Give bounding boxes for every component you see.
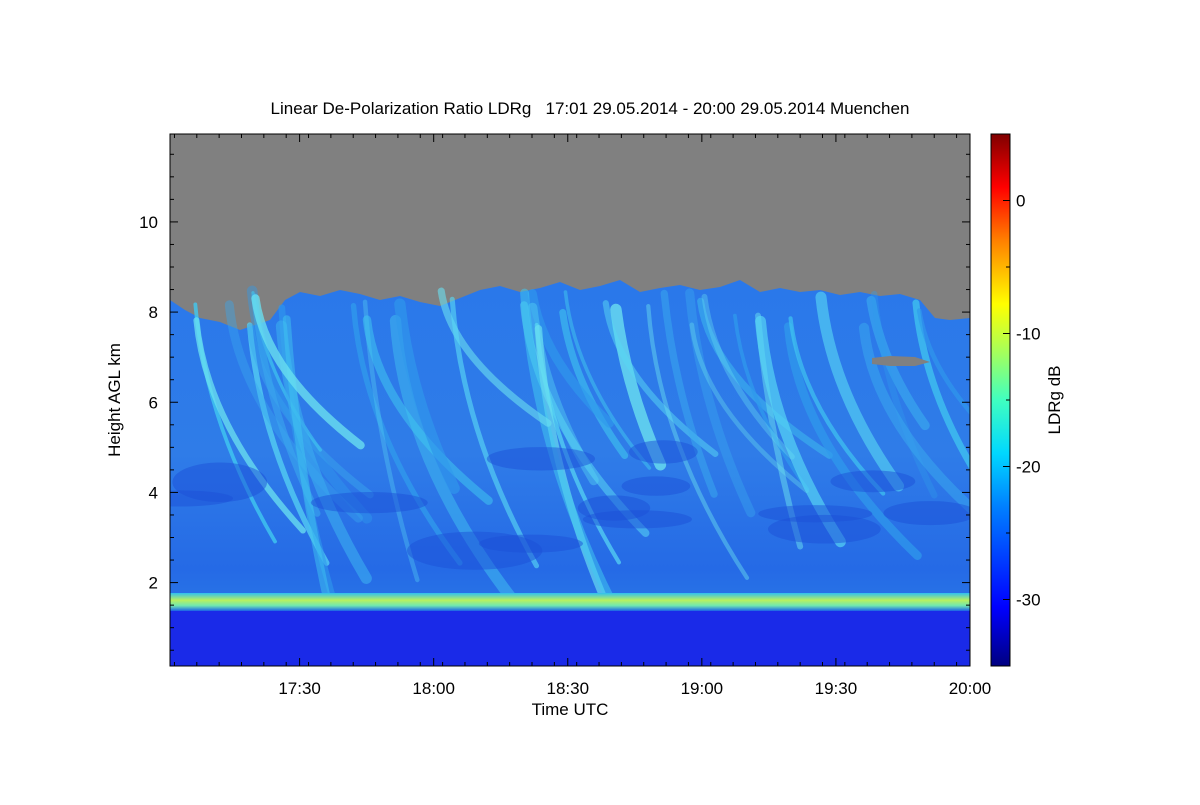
fallstreak	[362, 315, 493, 505]
fallstreak	[350, 303, 463, 566]
dark-patch	[830, 470, 916, 493]
y-tick-label: 6	[149, 393, 158, 412]
fallstreak	[527, 289, 614, 428]
fallstreak	[224, 300, 363, 523]
y-axis-label: Height AGL km	[105, 343, 124, 457]
fallstreak	[870, 290, 938, 499]
cloud-gap	[872, 356, 930, 366]
y-tick-label: 2	[149, 574, 158, 593]
x-axis: 17:30 18:00 18:30 19:00 19:30 20:00	[173, 134, 992, 698]
y-tick-label: 10	[139, 213, 158, 232]
fallstreak	[282, 315, 334, 614]
x-axis-label: Time UTC	[532, 700, 609, 719]
x-tick-label: 18:30	[546, 679, 589, 698]
dark-patch	[582, 510, 692, 529]
colorbar-tick-label: -30	[1016, 591, 1041, 610]
fallstreak	[701, 293, 795, 460]
fallstreak	[394, 298, 460, 494]
dark-patch	[621, 476, 691, 496]
boundary-layer-band	[170, 593, 970, 611]
fallstreak	[275, 320, 372, 584]
fallstreak	[389, 314, 529, 619]
fallstreak	[916, 308, 970, 416]
dark-patch	[758, 505, 873, 523]
dark-patch	[628, 440, 698, 464]
fallstreak	[733, 313, 810, 492]
fallstreak	[246, 323, 374, 499]
fallstreak	[815, 291, 905, 492]
dark-patch	[883, 501, 970, 526]
fallstreak	[437, 287, 552, 427]
fallstreak	[858, 322, 970, 515]
plot-area	[170, 134, 970, 666]
dark-patch	[486, 447, 596, 471]
colorbar-label: LDRg dB	[1045, 366, 1064, 435]
fallstreak	[685, 288, 756, 518]
fallstreak	[912, 299, 970, 471]
plot-frame	[169, 133, 971, 667]
fallstreak	[251, 294, 365, 450]
dark-patch	[767, 514, 881, 544]
fallstreak	[660, 289, 718, 498]
chart-title: Linear De-Polarization Ratio LDRg 17:01 …	[271, 99, 910, 118]
low-ldr-layer	[170, 610, 970, 666]
x-tick-label: 17:30	[278, 679, 321, 698]
colorbar-axis: 0 -10 -20 -30	[1003, 133, 1041, 667]
y-axis: 2 4 6 8 10	[139, 153, 970, 651]
dark-patch	[310, 492, 428, 514]
x-tick-label: 20:00	[949, 679, 992, 698]
x-tick-label: 19:00	[681, 679, 724, 698]
fallstreak	[697, 297, 833, 459]
dark-patch	[170, 490, 234, 507]
fallstreak	[193, 317, 306, 534]
fallstreak	[449, 296, 540, 569]
fallstreak	[563, 290, 652, 470]
y-tick-label: 8	[149, 303, 158, 322]
fallstreak	[246, 322, 330, 566]
fallstreak	[559, 308, 629, 460]
x-tick-label: 18:00	[412, 679, 455, 698]
fallstreak	[783, 322, 922, 560]
colorbar-tick-label: -20	[1016, 458, 1041, 477]
cirrus-fallstreaks	[170, 285, 970, 630]
dark-patch	[478, 534, 583, 553]
colorbar-tick-label: 0	[1016, 192, 1025, 211]
colorbar-tick-label: -10	[1016, 325, 1041, 344]
x-tick-label: 19:30	[815, 679, 858, 698]
y-tick-label: 4	[149, 483, 158, 502]
fallstreak	[689, 322, 809, 494]
